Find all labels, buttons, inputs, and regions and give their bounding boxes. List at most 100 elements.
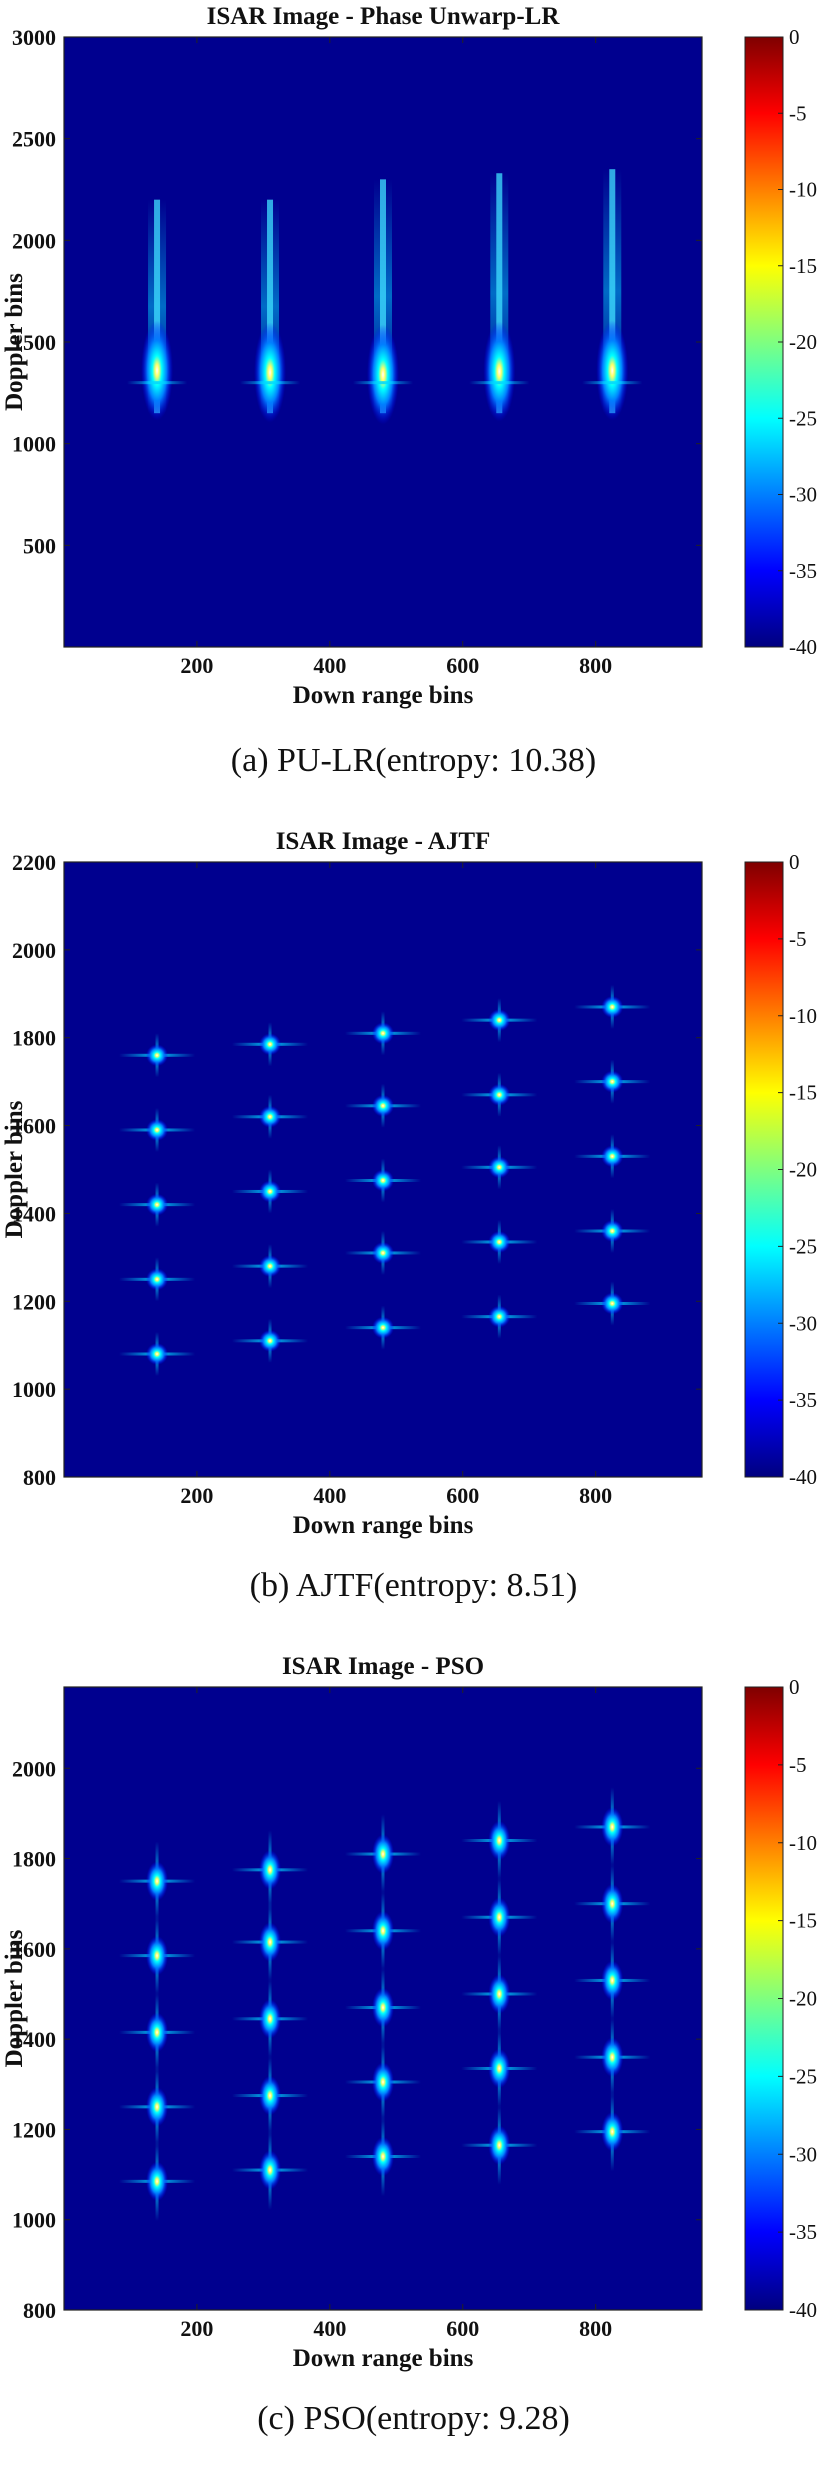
y-tick-label: 2000 (12, 1756, 56, 1781)
x-axis-label: Down range bins (293, 682, 474, 709)
point-scatterer (372, 1241, 394, 1264)
point-scatterer (259, 1180, 282, 1203)
scatterer-hline (582, 381, 643, 385)
scatterer-peak (483, 321, 516, 422)
point-scatterer (259, 1255, 282, 1278)
point-scatterer (488, 1230, 511, 1253)
colorbar-tick-label: -30 (789, 2142, 817, 2166)
scatterer-core (267, 199, 274, 414)
point-scatterer (259, 2075, 282, 2116)
colorbar-tick-label: -5 (789, 101, 807, 125)
point-scatterer (601, 1292, 624, 1315)
colorbar-tick-label: -15 (789, 254, 817, 278)
y-tick-label: 1600 (12, 1114, 56, 1139)
y-tick-label: 1000 (12, 1377, 56, 1402)
point-scatterer (488, 1083, 511, 1106)
point-scatterer (372, 1169, 394, 1192)
point-scatterer (259, 1105, 282, 1128)
y-tick-label: 1000 (12, 2208, 56, 2233)
point-scatterer (372, 1094, 394, 1117)
colorbar-tick-label: -25 (789, 1234, 817, 1258)
point-scatterer (259, 1033, 282, 1056)
y-tick-label: 2000 (12, 938, 56, 963)
scatterer-core (496, 173, 503, 414)
colorbar-tick-label: -20 (789, 1987, 817, 2011)
y-tick-label: 1200 (12, 2117, 56, 2142)
chart-pso: ISAR Image - PSO 200 400 600 800 800 1000 1200 1… (1, 1653, 817, 2372)
point-scatterer (488, 1305, 511, 1328)
point-scatterer (259, 1329, 282, 1352)
point-scatterer (601, 1807, 624, 1847)
colorbar-tick-label: -35 (789, 1388, 817, 1412)
x-tick-label: 200 (180, 653, 213, 678)
colorbar-tick-label: 0 (789, 1675, 800, 1699)
scatterer-core (154, 199, 161, 414)
y-axis-label: Doppler bins (1, 1929, 28, 2067)
point-scatterer (601, 1220, 624, 1242)
point-scatterer (146, 1935, 169, 1976)
y-tick-label: 1600 (12, 1937, 56, 1962)
colorbar-tick-label: 0 (789, 25, 800, 49)
point-scatterer (488, 2125, 511, 2166)
scatterer-peak (141, 320, 174, 421)
point-scatterer (372, 1834, 394, 1874)
point-scatterer (259, 2150, 282, 2190)
x-tick-label: 800 (579, 2316, 612, 2341)
point-scatterer (488, 1820, 511, 1861)
colorbar-tick-label: -5 (789, 927, 807, 951)
plot-frame (63, 861, 703, 1478)
y-tick-label: 800 (23, 1465, 56, 1490)
y-tick-label: 800 (23, 2298, 56, 2323)
y-tick-label: 1800 (12, 1847, 56, 1872)
point-scatterer (601, 1070, 624, 1093)
scatterer-core (609, 169, 616, 414)
x-tick-label: 400 (313, 2316, 346, 2341)
colorbar-tick-label: -25 (789, 2064, 817, 2088)
chart-panel-b: ISAR Image - AJTF 200 400 600 800 800 1000 1200… (0, 825, 827, 1650)
x-axis-label: Down range bins (293, 2345, 474, 2372)
y-tick-label: 1800 (12, 1026, 56, 1051)
caption-c: (c) PSO(entropy: 9.28) (257, 2400, 570, 2437)
colorbar (744, 861, 784, 1478)
point-scatterer (488, 1156, 511, 1179)
point-scatterer (372, 1987, 394, 2028)
scatterer-core (380, 179, 386, 414)
point-scatterer (488, 1974, 511, 2014)
point-scatterer (601, 1883, 624, 1924)
point-scatterer (488, 2048, 511, 2089)
scatterer-hline (469, 381, 530, 385)
colorbar-tick-label: -20 (789, 330, 817, 354)
y-tick-label: 1200 (12, 1289, 56, 1314)
scatterer-peak (367, 324, 399, 425)
point-scatterer (372, 2136, 394, 2177)
point-scatterer (146, 1343, 169, 1365)
y-tick-label: 1000 (12, 432, 56, 457)
point-scatterer (372, 1910, 394, 1951)
colorbar-tick-label: 0 (789, 850, 800, 874)
point-scatterer (372, 1022, 394, 1045)
x-tick-label: 400 (313, 653, 346, 678)
colorbar-tick-label: -10 (789, 1831, 817, 1855)
scatterer-peak (596, 320, 629, 421)
colorbar-tick-label: -30 (789, 483, 817, 507)
point-scatterer (146, 2161, 169, 2202)
point-scatterer (601, 2037, 624, 2077)
x-tick-label: 600 (446, 1483, 479, 1508)
colorbar-tick-label: -35 (789, 559, 817, 583)
chart-pu-lr: ISAR Image - Phase Unwarp-LR 200 400 600 800… (1, 3, 817, 709)
y-tick-label: 2000 (12, 228, 56, 253)
chart-title: ISAR Image - AJTF (276, 828, 491, 855)
point-scatterer (259, 1850, 282, 1890)
point-scatterer (372, 1316, 394, 1339)
scatterer-hline (127, 381, 188, 385)
y-tick-label: 2200 (12, 850, 56, 875)
chart-panel-c: ISAR Image - PSO 200 400 600 800 800 1000 1200 1… (0, 1650, 827, 2475)
caption-a: (a) PU-LR(entropy: 10.38) (230, 742, 597, 779)
point-scatterer (259, 1922, 282, 1962)
point-scatterer (146, 2087, 169, 2127)
point-scatterer (601, 995, 624, 1018)
colorbar-tick-label: -15 (789, 1081, 817, 1105)
colorbar-tick-label: -20 (789, 1158, 817, 1182)
y-tick-label: 3000 (12, 25, 56, 50)
point-scatterer (146, 1118, 169, 1141)
